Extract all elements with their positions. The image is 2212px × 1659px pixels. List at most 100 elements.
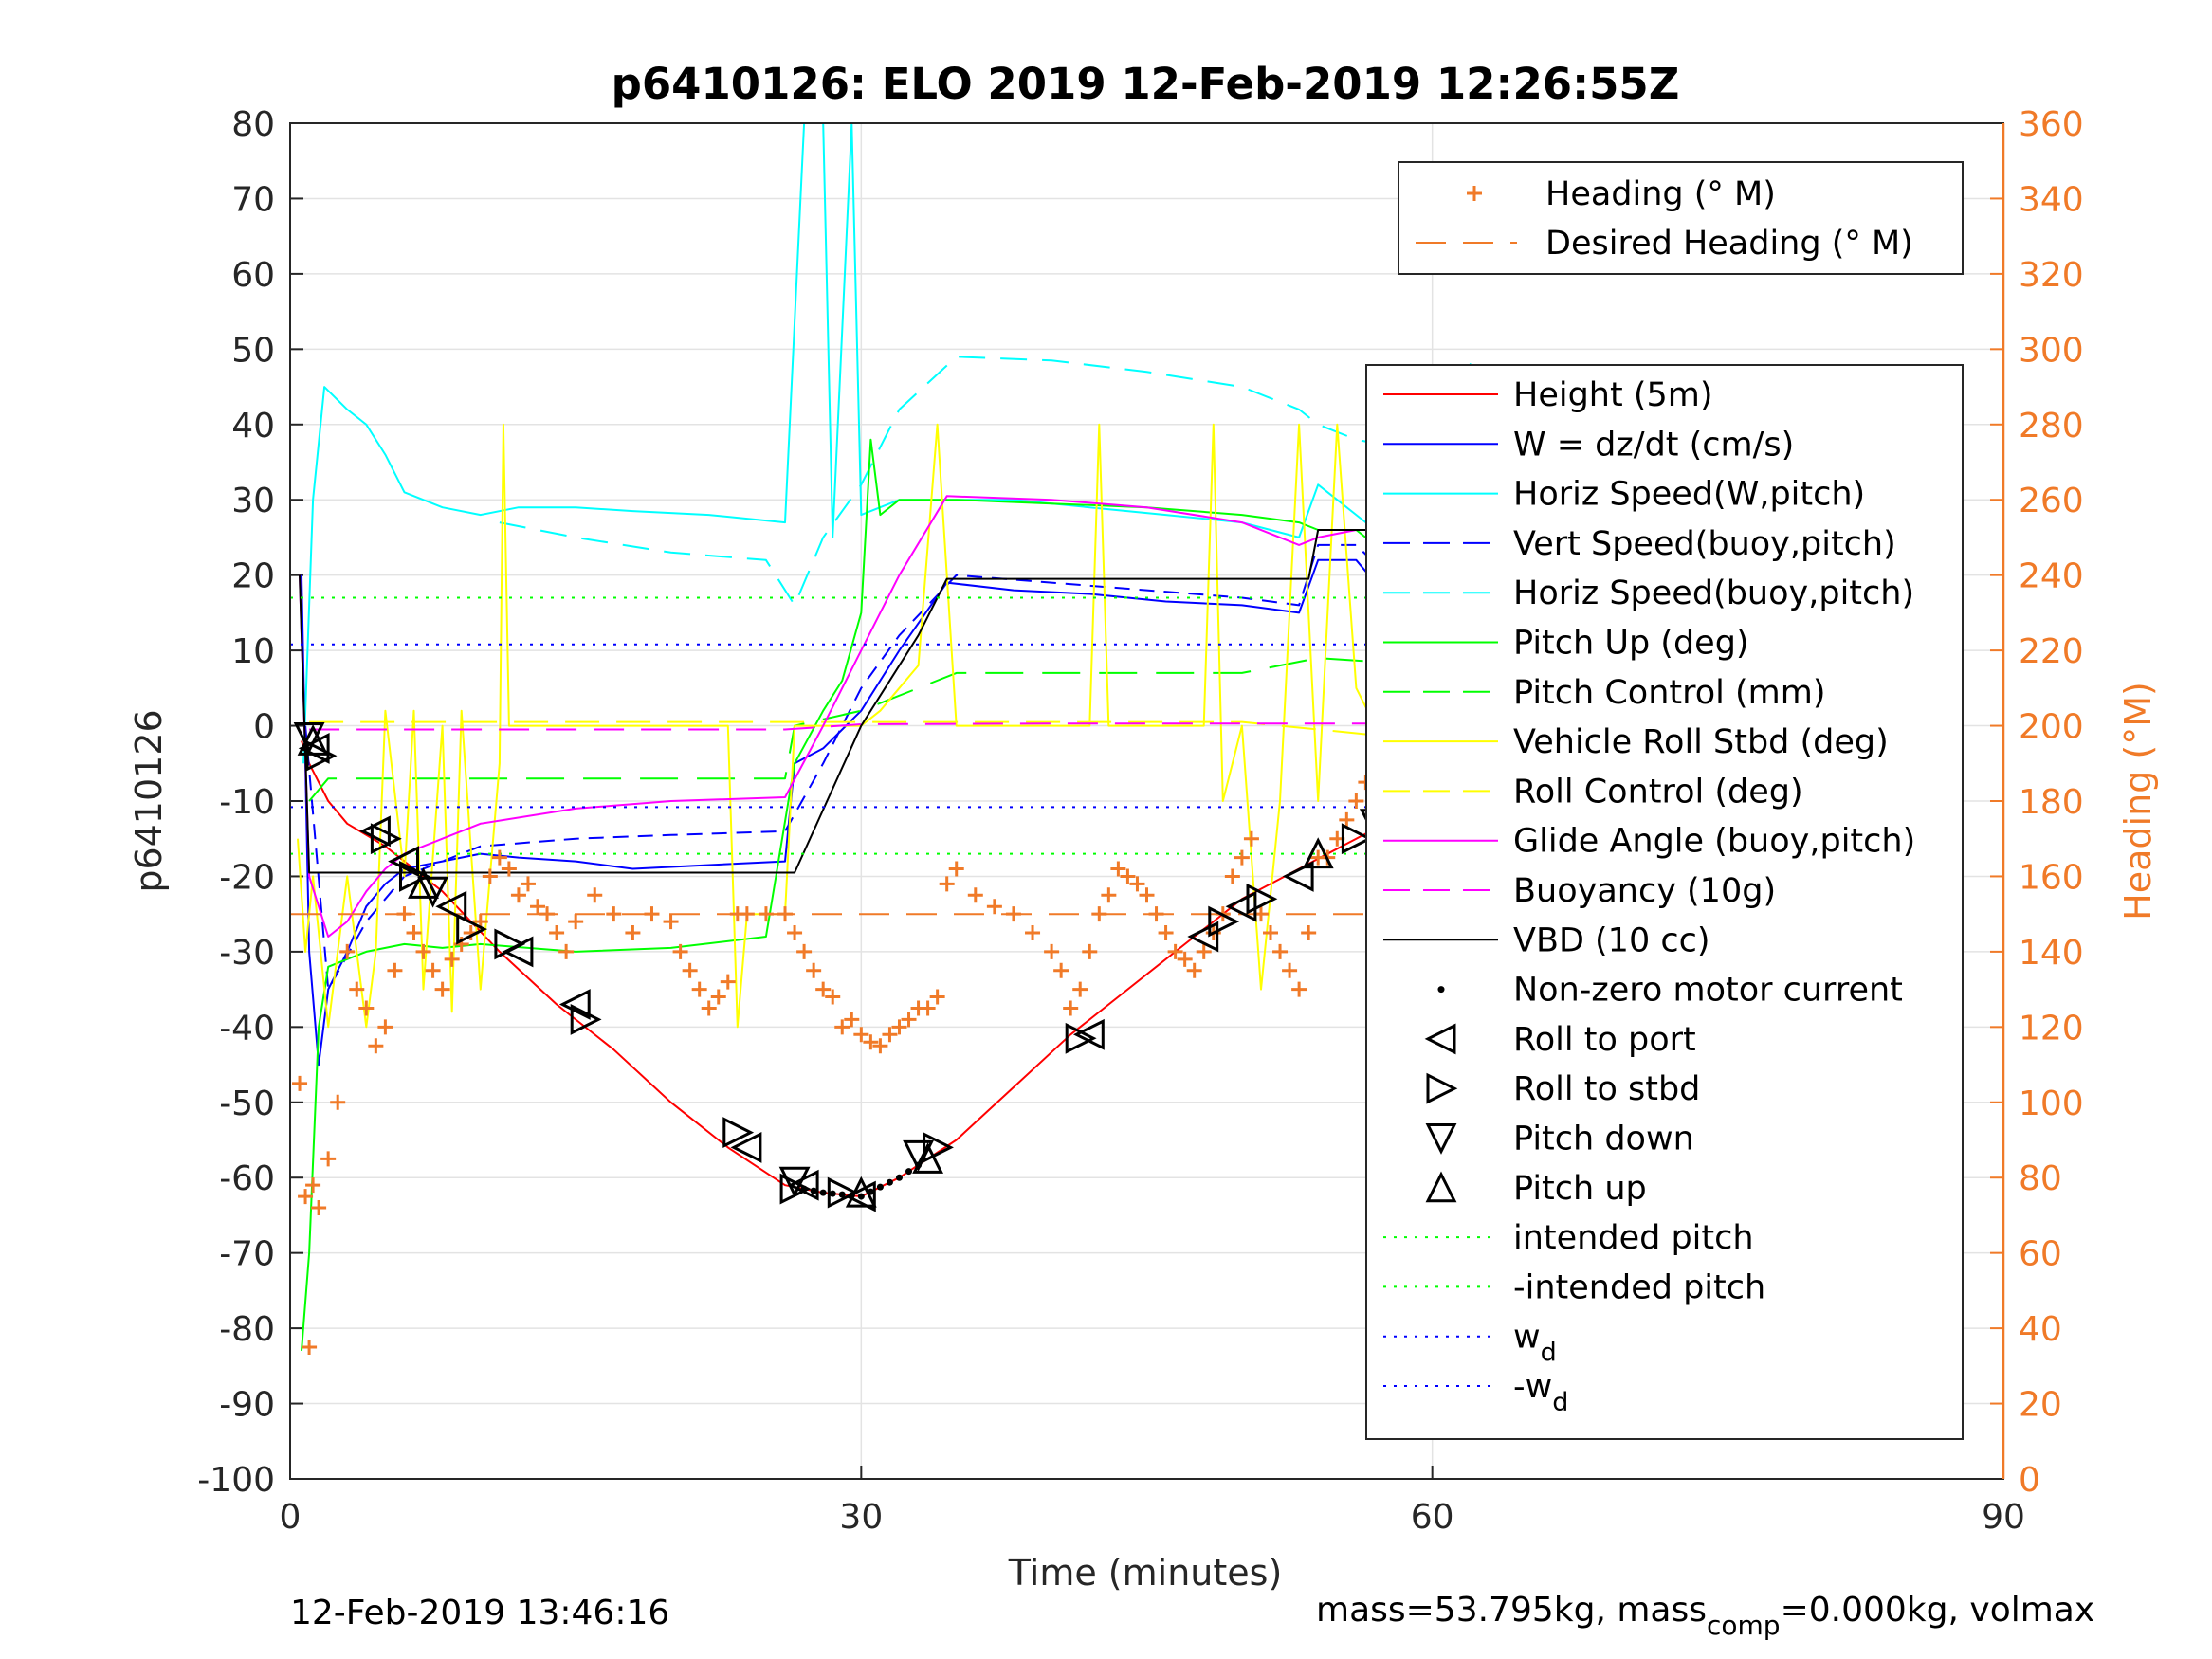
legend-label: Roll to port xyxy=(1513,1021,1696,1059)
legend-heading-swatch xyxy=(1467,186,1482,201)
heading-point xyxy=(853,1027,869,1043)
heading-point xyxy=(339,943,356,959)
heading-point xyxy=(815,981,832,997)
y-tick-label: -10 xyxy=(219,783,275,822)
legend-label: Height (5m) xyxy=(1513,376,1713,414)
marker-roll-to-stbd xyxy=(494,928,526,960)
heading-point xyxy=(1120,868,1136,884)
heading-point xyxy=(872,1038,888,1054)
legend-label-text: intended pitch xyxy=(1513,1219,1754,1257)
legend-label: Vert Speed(buoy,pitch) xyxy=(1513,525,1896,563)
heading-point xyxy=(1053,962,1069,978)
legend-swatch xyxy=(1424,1023,1456,1055)
y-tick-label: -60 xyxy=(219,1159,275,1198)
heading-point xyxy=(530,899,546,915)
motor-current-dot xyxy=(905,1168,913,1176)
y-tick-label: 10 xyxy=(231,632,275,671)
heading-point xyxy=(710,989,726,1005)
heading-point xyxy=(844,1012,860,1028)
heading-point xyxy=(425,962,441,978)
x-ticks: 0 30 60 90 xyxy=(280,1466,2025,1537)
legend-label-text: Vert Speed(buoy,pitch) xyxy=(1513,525,1896,563)
marker-roll-to-stbd xyxy=(370,823,402,855)
legend-label-text: Height (5m) xyxy=(1513,376,1713,414)
y2-tick-label: 20 xyxy=(2019,1386,2062,1425)
y-tick-label: 30 xyxy=(231,482,275,520)
legend-label-text: -intended pitch xyxy=(1513,1268,1765,1306)
y2-tick-label: 200 xyxy=(2019,708,2084,747)
heading-point xyxy=(539,906,556,922)
footer-mass: mass=53.795kg, masscomp=0.000kg, volmax xyxy=(1316,1591,2094,1641)
heading-point xyxy=(1044,943,1060,959)
legend-label-text: Horiz Speed(buoy,pitch) xyxy=(1513,574,1914,612)
legend-heading-label: Heading (° M) xyxy=(1545,175,1776,213)
motor-current-dot xyxy=(857,1193,865,1200)
legend-heading-box xyxy=(1398,161,1964,275)
chart-title: p6410126: ELO 2019 12-Feb-2019 12:26:55Z xyxy=(612,59,1680,109)
heading-point xyxy=(1063,1000,1079,1016)
y-tick-label: 60 xyxy=(231,256,275,295)
marker-pitch-up xyxy=(1302,837,1334,869)
heading-point xyxy=(368,1038,384,1054)
heading-point xyxy=(1005,906,1021,922)
legend-label: Roll to stbd xyxy=(1513,1070,1700,1108)
legend-label-text: Roll Control (deg) xyxy=(1513,773,1803,811)
heading-point xyxy=(663,914,679,930)
y2-tick-label: 140 xyxy=(2019,934,2084,973)
legend-label: Pitch Up (deg) xyxy=(1513,625,1749,663)
heading-point xyxy=(939,876,955,892)
heading-point xyxy=(1101,887,1117,903)
legend-heading-label: Desired Heading (° M) xyxy=(1545,225,1913,263)
heading-point xyxy=(491,849,507,866)
legend-swatch xyxy=(1425,1123,1457,1155)
heading-point xyxy=(520,876,536,892)
marker-roll-to-stbd xyxy=(1246,883,1278,915)
heading-point xyxy=(1348,793,1364,809)
legend-label-sub: d xyxy=(1541,1339,1557,1368)
legend-main: Height (5m) W = dz/dt (cm/s) Horiz Speed(W… xyxy=(1365,364,1964,1440)
marker-roll-to-port xyxy=(435,890,467,922)
legend-label: Pitch Control (mm) xyxy=(1513,674,1825,712)
legend-label-text: -w xyxy=(1513,1368,1552,1406)
legend-label-text: Pitch Control (mm) xyxy=(1513,674,1825,712)
heading-point xyxy=(549,925,565,941)
marker-roll-to-stbd xyxy=(1065,1022,1097,1054)
marker-pitch-down xyxy=(903,1139,935,1172)
heading-point xyxy=(1272,943,1289,959)
heading-point xyxy=(806,962,822,978)
y-tick-label: -20 xyxy=(219,858,275,897)
legend-label: Buoyancy (10g) xyxy=(1513,872,1776,910)
legend-label: wd xyxy=(1513,1319,1557,1368)
right-y-ticks: 3603403203002802602402202001801601401201… xyxy=(1990,105,2084,1500)
heading-point xyxy=(682,962,698,978)
heading-point xyxy=(1177,951,1193,967)
legend-label-text: Pitch up xyxy=(1513,1170,1647,1208)
heading-point xyxy=(834,1019,850,1035)
heading-point xyxy=(434,981,450,997)
marker-roll-to-port xyxy=(730,1131,762,1163)
marker-roll-to-stbd xyxy=(923,1131,954,1163)
heading-point xyxy=(292,1075,308,1091)
legend-label-text: w xyxy=(1513,1319,1541,1357)
heading-point xyxy=(777,906,794,922)
x-tick-label: 30 xyxy=(839,1498,883,1537)
heading-point xyxy=(891,1019,907,1035)
heading-point xyxy=(1301,925,1317,941)
heading-point xyxy=(415,943,431,959)
legend-label: Horiz Speed(W,pitch) xyxy=(1513,476,1865,514)
heading-point xyxy=(311,1200,327,1215)
motor-current-dot xyxy=(819,1189,827,1196)
legend-label-text: Pitch down xyxy=(1513,1121,1694,1158)
legend-label: VBD (10 cc) xyxy=(1513,921,1710,959)
marker-pitch-down xyxy=(293,722,325,754)
heading-point xyxy=(625,925,641,941)
marker-roll-to-port xyxy=(844,1180,876,1212)
legend-heading: Heading (° M) Desired Heading (° M) xyxy=(1398,161,1964,275)
heading-point xyxy=(691,981,707,997)
heading-point xyxy=(302,1339,318,1355)
heading-point xyxy=(396,906,412,922)
marker-roll-to-stbd xyxy=(456,913,488,945)
heading-point xyxy=(482,868,498,884)
y-tick-label: 20 xyxy=(231,557,275,596)
